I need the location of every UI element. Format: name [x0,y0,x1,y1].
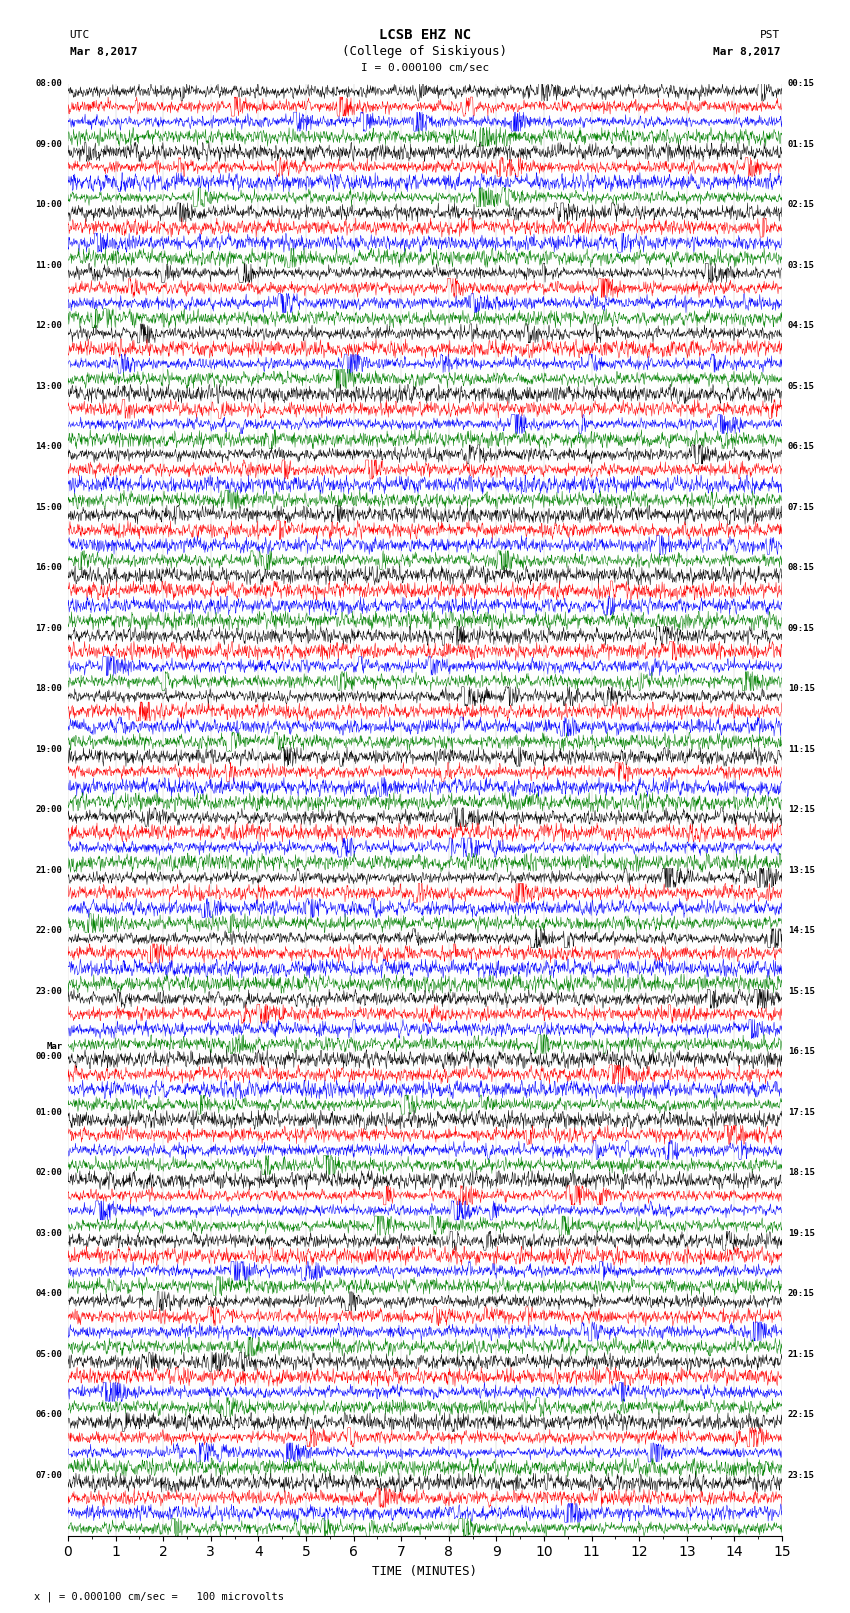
Text: 15:15: 15:15 [788,987,814,995]
Text: PST: PST [760,31,780,40]
Text: LCSB EHZ NC: LCSB EHZ NC [379,29,471,42]
Text: 12:00: 12:00 [36,321,62,331]
Text: 07:00: 07:00 [36,1471,62,1479]
Text: 05:00: 05:00 [36,1350,62,1358]
Text: 17:15: 17:15 [788,1108,814,1116]
Text: 04:00: 04:00 [36,1289,62,1298]
Text: 09:00: 09:00 [36,140,62,148]
Text: 02:15: 02:15 [788,200,814,210]
Text: 01:15: 01:15 [788,140,814,148]
Text: 06:00: 06:00 [36,1410,62,1419]
Text: 21:00: 21:00 [36,866,62,874]
Text: 20:15: 20:15 [788,1289,814,1298]
Text: 16:15: 16:15 [788,1047,814,1057]
Text: 19:15: 19:15 [788,1229,814,1237]
Text: 10:00: 10:00 [36,200,62,210]
Text: Mar 8,2017: Mar 8,2017 [70,47,137,56]
Text: 18:00: 18:00 [36,684,62,694]
Text: 19:00: 19:00 [36,745,62,753]
Text: 15:00: 15:00 [36,503,62,511]
Text: 06:15: 06:15 [788,442,814,452]
Text: 11:00: 11:00 [36,261,62,269]
Text: 10:15: 10:15 [788,684,814,694]
Text: 00:15: 00:15 [788,79,814,89]
Text: 02:00: 02:00 [36,1168,62,1177]
Text: 14:00: 14:00 [36,442,62,452]
Text: 20:00: 20:00 [36,805,62,815]
Text: 09:15: 09:15 [788,624,814,632]
Text: 11:15: 11:15 [788,745,814,753]
Text: 07:15: 07:15 [788,503,814,511]
Text: 17:00: 17:00 [36,624,62,632]
Text: 08:15: 08:15 [788,563,814,573]
Text: 13:15: 13:15 [788,866,814,874]
Text: 04:15: 04:15 [788,321,814,331]
Text: Mar
00:00: Mar 00:00 [36,1042,62,1061]
Text: 23:00: 23:00 [36,987,62,995]
Text: UTC: UTC [70,31,90,40]
Text: 03:15: 03:15 [788,261,814,269]
Text: 05:15: 05:15 [788,382,814,390]
Text: 12:15: 12:15 [788,805,814,815]
Text: 01:00: 01:00 [36,1108,62,1116]
Text: 08:00: 08:00 [36,79,62,89]
Text: 18:15: 18:15 [788,1168,814,1177]
Text: Mar 8,2017: Mar 8,2017 [713,47,780,56]
Text: x | = 0.000100 cm/sec =   100 microvolts: x | = 0.000100 cm/sec = 100 microvolts [34,1592,284,1602]
Text: 16:00: 16:00 [36,563,62,573]
Text: 21:15: 21:15 [788,1350,814,1358]
Text: 22:00: 22:00 [36,926,62,936]
X-axis label: TIME (MINUTES): TIME (MINUTES) [372,1565,478,1578]
Text: 03:00: 03:00 [36,1229,62,1237]
Text: 23:15: 23:15 [788,1471,814,1479]
Text: (College of Siskiyous): (College of Siskiyous) [343,45,507,58]
Text: 13:00: 13:00 [36,382,62,390]
Text: I = 0.000100 cm/sec: I = 0.000100 cm/sec [361,63,489,73]
Text: 14:15: 14:15 [788,926,814,936]
Text: 22:15: 22:15 [788,1410,814,1419]
